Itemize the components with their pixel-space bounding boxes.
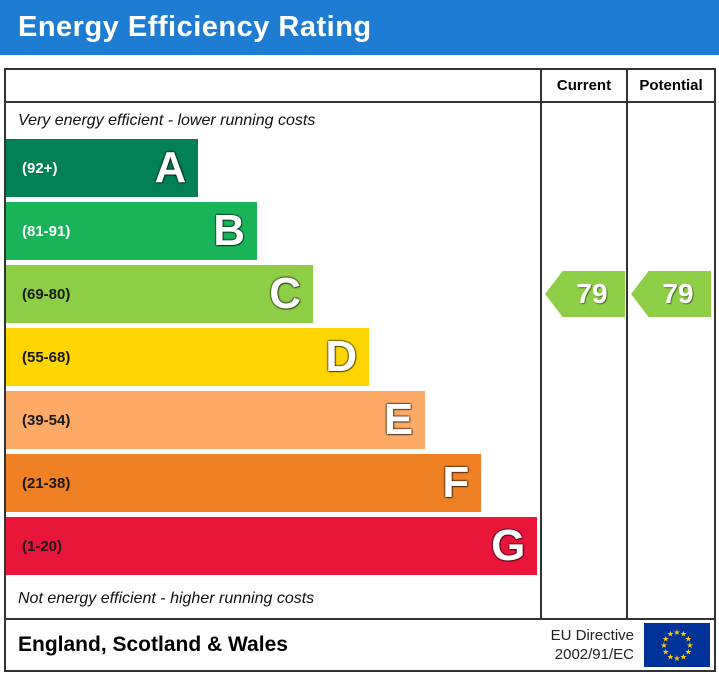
eu-flag-background: [644, 623, 710, 667]
band-range-label: (92+): [22, 159, 58, 177]
band-row-b: (81-91) B: [6, 202, 540, 265]
caption-top: Very energy efficient - lower running co…: [18, 112, 316, 129]
band-letter: D: [325, 332, 358, 381]
svg-text:★: ★: [667, 652, 674, 661]
svg-text:★: ★: [685, 635, 692, 644]
band-bar-b: (81-91) B: [6, 202, 257, 260]
eu-directive-line1: EU Directive: [550, 626, 634, 644]
potential-rating-value: 79: [662, 278, 694, 309]
svg-text:★: ★: [660, 641, 667, 650]
band-bar-c: (69-80) C: [6, 265, 314, 323]
band-bar-e: (39-54) E: [6, 391, 426, 449]
bands-area: Very energy efficient - lower running co…: [6, 103, 540, 618]
eu-flag-stars: ★ ★ ★ ★ ★ ★ ★ ★ ★ ★ ★ ★: [660, 628, 693, 663]
band-bar-d: (55-68) D: [6, 328, 370, 386]
column-header-potential: Potential: [626, 70, 714, 103]
band-range-label: (55-68): [22, 348, 71, 366]
band-bar-g: (1-20) G: [6, 517, 538, 575]
svg-text:★: ★: [685, 648, 692, 657]
band-letter: B: [213, 206, 245, 255]
potential-rating-arrow: 79: [631, 271, 711, 317]
eu-directive-label: EU Directive 2002/91/EC: [551, 626, 634, 665]
title-banner: Energy Efficiency Rating: [0, 0, 719, 55]
band-letter: F: [442, 458, 470, 507]
band-row-a: (92+) A: [6, 139, 540, 202]
band-letter: C: [269, 269, 302, 318]
header-spacer: [6, 70, 540, 103]
band-bar-a: (92+) A: [6, 139, 199, 197]
svg-text:★: ★: [673, 654, 680, 663]
band-range-label: (1-20): [22, 537, 63, 555]
svg-text:★: ★: [680, 630, 687, 639]
svg-text:★: ★: [680, 652, 687, 661]
band-bar-f: (21-38) F: [6, 454, 482, 512]
svg-text:★: ★: [667, 630, 674, 639]
band-range-label: (21-38): [22, 474, 71, 492]
band-row-d: (55-68) D: [6, 328, 540, 391]
eu-directive-line2: 2002/91/EC: [554, 646, 634, 663]
footer: England, Scotland & Wales EU Directive 2…: [4, 620, 716, 672]
svg-text:★: ★: [662, 648, 669, 657]
svg-text:★: ★: [662, 635, 669, 644]
band-row-e: (39-54) E: [6, 391, 540, 454]
band-letter: E: [383, 395, 414, 444]
region-label: England, Scotland & Wales: [18, 633, 288, 656]
current-rating-arrow: 79: [545, 271, 625, 317]
potential-column: 79: [626, 103, 714, 618]
band-range-label: (81-91): [22, 222, 71, 240]
epc-chart: Current Potential Very energy efficient …: [4, 68, 716, 620]
current-column: 79: [540, 103, 626, 618]
band-row-f: (21-38) F: [6, 454, 540, 517]
caption-bottom: Not energy efficient - higher running co…: [18, 590, 315, 607]
band-range-label: (69-80): [22, 285, 71, 303]
svg-text:★: ★: [686, 641, 693, 650]
band-row-c: (69-80) C: [6, 265, 540, 328]
eu-flag-icon: ★ ★ ★ ★ ★ ★ ★ ★ ★ ★ ★ ★: [644, 623, 710, 667]
band-letter: G: [491, 521, 526, 570]
band-row-g: (1-20) G: [6, 517, 540, 580]
column-header-current: Current: [540, 70, 626, 103]
current-rating-value: 79: [576, 278, 608, 309]
svg-text:★: ★: [673, 628, 680, 637]
band-range-label: (39-54): [22, 411, 71, 429]
page-title: Energy Efficiency Rating: [18, 11, 372, 43]
band-letter: A: [154, 143, 187, 192]
